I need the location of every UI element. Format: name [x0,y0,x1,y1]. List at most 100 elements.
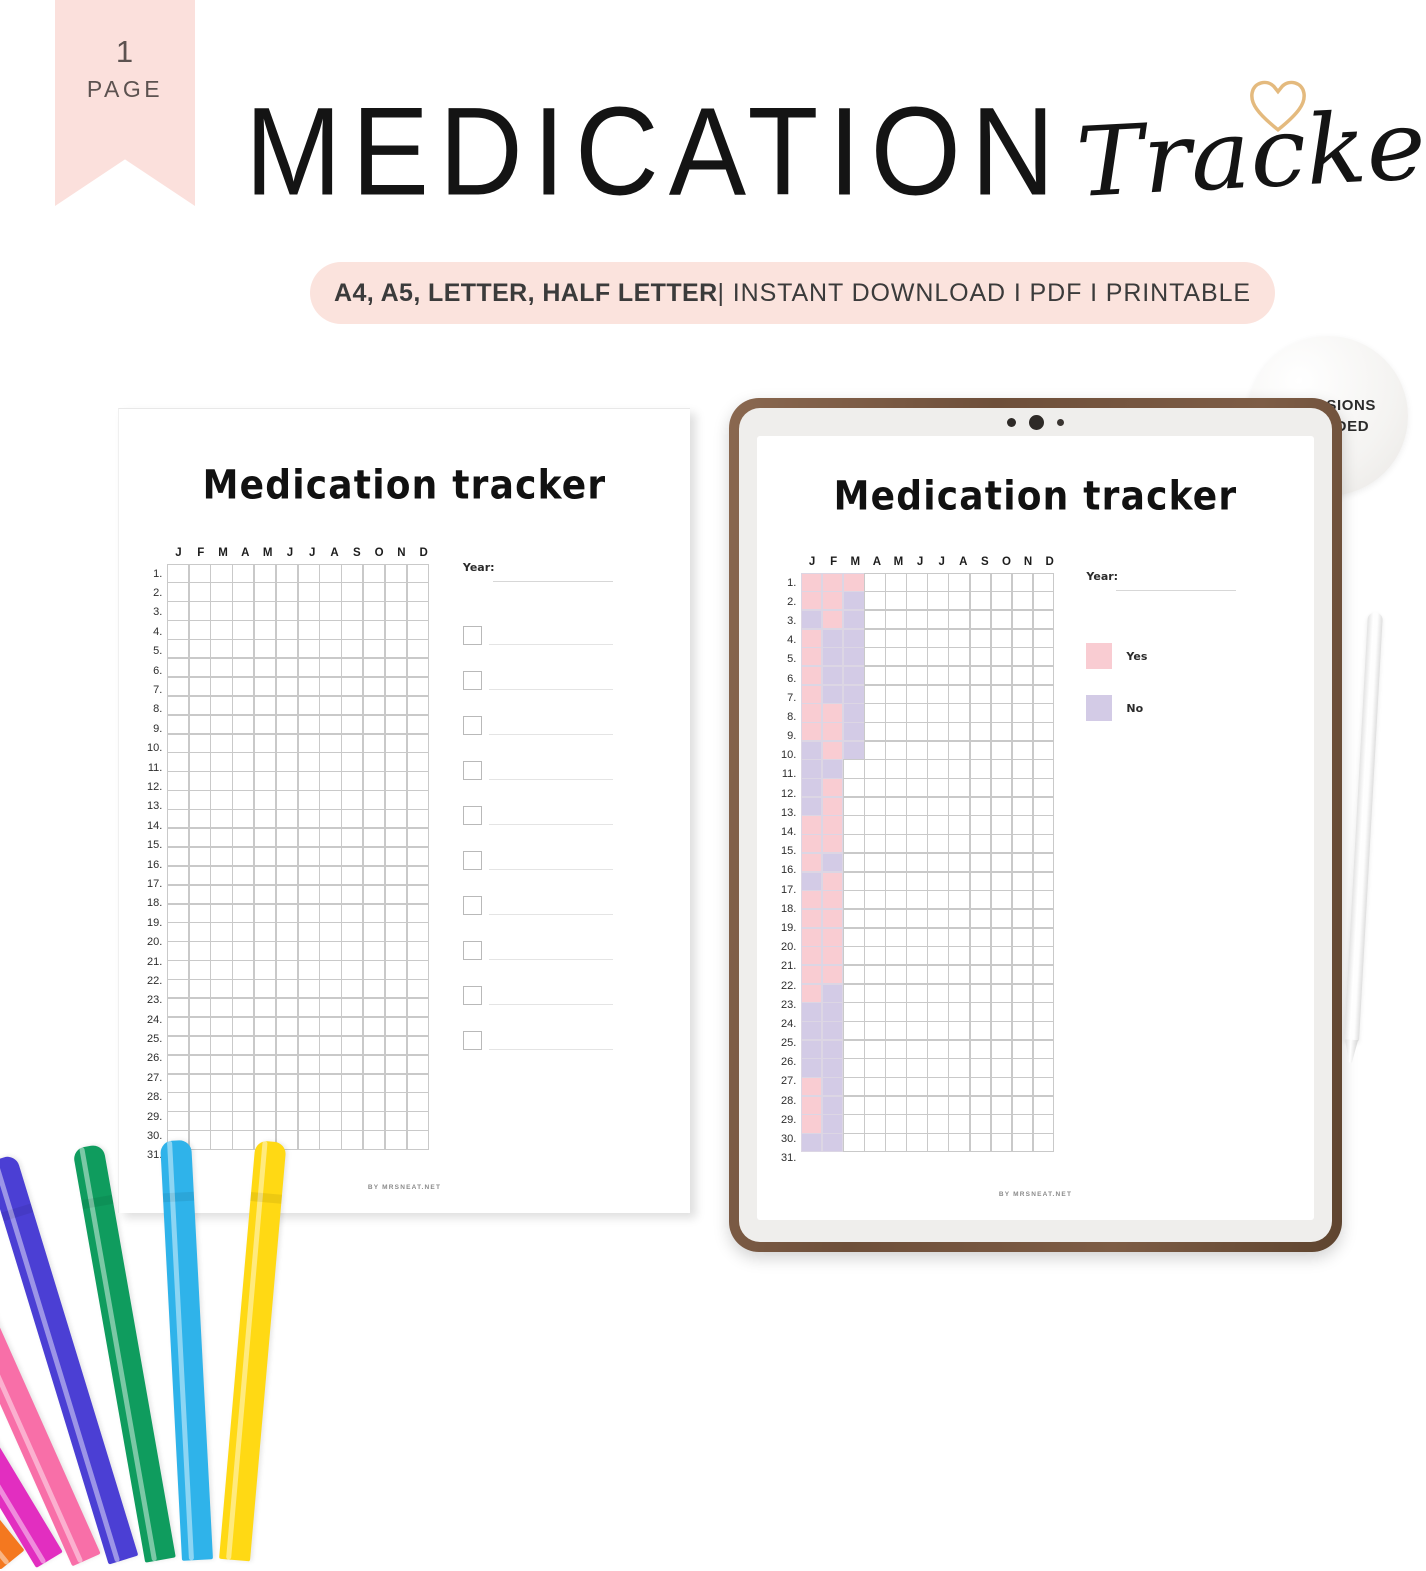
grid-cell[interactable] [166,563,190,583]
grid-cell[interactable] [842,572,865,592]
grid-cell[interactable] [800,1095,823,1115]
grid-cell[interactable] [948,908,971,929]
grid-cell[interactable] [253,714,277,735]
grid-cell[interactable] [384,582,408,602]
grid-cell[interactable] [842,871,865,891]
grid-cell[interactable] [406,582,429,602]
grid-cell[interactable] [864,591,886,611]
grid-cell[interactable] [275,960,299,980]
grid-cell[interactable] [842,852,865,872]
grid-cell[interactable] [341,639,364,659]
grid-cell[interactable] [384,922,408,942]
grid-cell[interactable] [948,852,971,872]
grid-cell[interactable] [253,809,277,829]
grid-cell[interactable] [275,979,299,999]
grid-cell[interactable] [1011,852,1034,872]
grid-cell[interactable] [319,639,342,659]
grid-cell[interactable] [362,1035,386,1056]
grid-cell[interactable] [253,601,277,621]
grid-cell[interactable] [188,1054,211,1075]
grid-cell[interactable] [275,563,299,583]
grid-cell[interactable] [1032,740,1055,760]
grid-cell[interactable] [297,733,320,753]
grid-cell[interactable] [842,722,865,742]
grid-cell[interactable] [1011,1133,1034,1153]
grid-cell[interactable] [1011,983,1034,1003]
grid-cell[interactable] [800,684,823,704]
grid-cell[interactable] [990,722,1013,742]
grid-cell[interactable] [166,846,190,867]
grid-cell[interactable] [1032,1114,1055,1134]
grid-cell[interactable] [297,752,320,772]
grid-cell[interactable] [990,591,1013,611]
grid-cell[interactable] [948,796,971,816]
grid-cell[interactable] [253,657,277,678]
grid-cell[interactable] [188,884,211,905]
grid-cell[interactable] [885,591,907,611]
grid-cell[interactable] [1011,890,1034,910]
grid-cell[interactable] [1011,1021,1034,1041]
grid-cell[interactable] [188,1130,211,1150]
grid-cell[interactable] [842,1133,865,1153]
grid-cell[interactable] [166,733,190,753]
grid-cell[interactable] [384,846,408,867]
grid-cell[interactable] [1032,1021,1055,1041]
grid-cell[interactable] [948,1039,971,1059]
grid-cell[interactable] [800,1039,823,1059]
grid-cell[interactable] [1032,647,1055,667]
grid-cell[interactable] [864,628,886,648]
grid-cell[interactable] [297,563,320,583]
grid-cell[interactable] [990,647,1013,667]
grid-cell[interactable] [969,946,992,966]
grid-cell[interactable] [906,946,928,966]
grid-cell[interactable] [1011,703,1034,723]
grid-cell[interactable] [800,572,823,592]
write-line[interactable] [488,721,613,735]
grid-cell[interactable] [406,620,429,640]
grid-cell[interactable] [885,1039,907,1059]
grid-cell[interactable] [821,927,844,947]
checkbox[interactable] [462,896,482,915]
grid-cell[interactable] [864,703,886,723]
grid-cell[interactable] [990,796,1013,816]
grid-cell[interactable] [210,1016,233,1037]
grid-cell[interactable] [210,790,233,810]
grid-cell[interactable] [406,1016,429,1037]
grid-cell[interactable] [319,563,342,583]
grid-cell[interactable] [253,884,277,905]
grid-cell[interactable] [362,941,386,961]
grid-cell[interactable] [188,865,211,886]
grid-cell[interactable] [362,1111,386,1131]
grid-cell[interactable] [1032,1095,1055,1115]
grid-cell[interactable] [990,983,1013,1003]
grid-cell[interactable] [319,733,342,753]
grid-cell[interactable] [1032,815,1055,835]
grid-cell[interactable] [384,1092,408,1112]
grid-cell[interactable] [341,827,364,848]
grid-cell[interactable] [188,582,211,602]
grid-cell[interactable] [969,983,992,1003]
grid-cell[interactable] [927,908,949,929]
grid-cell[interactable] [990,946,1013,966]
grid-cell[interactable] [384,771,408,791]
grid-cell[interactable] [821,647,844,667]
grid-cell[interactable] [821,609,844,630]
grid-cell[interactable] [362,979,386,999]
grid-cell[interactable] [232,1130,255,1150]
grid-cell[interactable] [210,809,233,829]
grid-cell[interactable] [275,695,299,716]
grid-cell[interactable] [166,865,190,886]
grid-cell[interactable] [275,714,299,735]
grid-cell[interactable] [842,591,865,611]
grid-cell[interactable] [821,665,844,686]
grid-cell[interactable] [906,796,928,816]
grid-cell[interactable] [1032,572,1055,592]
grid-cell[interactable] [232,827,255,848]
grid-cell[interactable] [948,740,971,760]
grid-cell[interactable] [319,1130,342,1150]
checkbox[interactable] [462,671,482,690]
grid-cell[interactable] [166,582,190,602]
grid-cell[interactable] [948,1114,971,1134]
grid-cell[interactable] [210,903,233,923]
grid-cell[interactable] [864,1133,886,1153]
